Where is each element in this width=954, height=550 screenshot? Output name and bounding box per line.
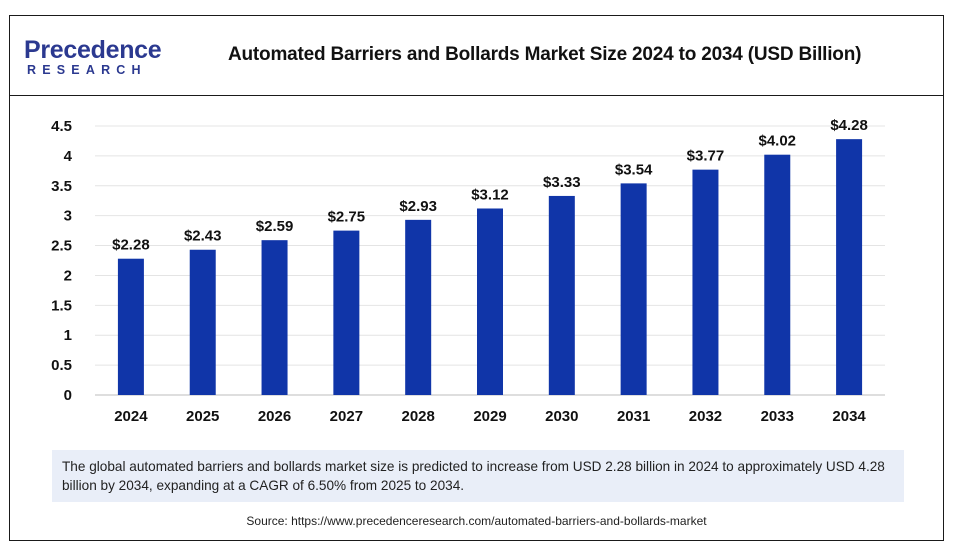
precedence-research-logo: Precedence RESEARCH — [24, 36, 174, 80]
x-tick-label: 2031 — [617, 408, 650, 425]
header: Precedence RESEARCH Automated Barriers a… — [10, 16, 943, 96]
x-tick-label: 2026 — [258, 408, 291, 425]
data-label: $2.75 — [328, 209, 366, 226]
data-label: $2.28 — [112, 237, 150, 254]
data-label: $3.77 — [687, 148, 725, 165]
bar — [548, 195, 575, 395]
y-tick-label: 0.5 — [51, 357, 72, 374]
y-tick-label: 4.5 — [51, 118, 72, 135]
chart-frame: Precedence RESEARCH Automated Barriers a… — [9, 15, 944, 541]
bar — [333, 230, 360, 395]
x-tick-label: 2028 — [401, 408, 434, 425]
bar — [692, 169, 719, 395]
y-tick-label: 0 — [64, 387, 72, 404]
data-label: $4.02 — [758, 133, 796, 150]
x-tick-label: 2034 — [832, 408, 866, 425]
x-tick-label: 2030 — [545, 408, 578, 425]
y-tick-label: 1 — [64, 327, 72, 344]
x-tick-label: 2025 — [186, 408, 219, 425]
bar — [836, 139, 863, 395]
source-note: Source: https://www.precedenceresearch.c… — [246, 514, 707, 528]
data-label: $4.28 — [830, 117, 868, 134]
x-tick-label: 2029 — [473, 408, 506, 425]
y-tick-label: 3.5 — [51, 178, 72, 195]
x-tick-label: 2027 — [330, 408, 363, 425]
data-label: $3.54 — [615, 161, 653, 178]
bar — [477, 208, 503, 395]
x-tick-label: 2032 — [689, 408, 722, 425]
summary-box: The global automated barriers and bollar… — [52, 450, 904, 502]
y-tick-label: 4 — [64, 148, 73, 165]
bar — [764, 154, 791, 395]
data-label: $2.43 — [184, 228, 222, 245]
y-tick-label: 2 — [64, 267, 72, 284]
data-label: $3.12 — [471, 186, 509, 203]
x-tick-label: 2033 — [761, 408, 794, 425]
bar — [117, 258, 144, 395]
bar — [261, 240, 288, 395]
logo-main-text: Precedence — [24, 36, 162, 64]
bar — [189, 249, 216, 395]
y-tick-label: 3 — [64, 208, 72, 225]
y-tick-label: 2.5 — [51, 238, 72, 255]
data-label: $3.33 — [543, 174, 581, 191]
chart-title: Automated Barriers and Bollards Market S… — [228, 44, 862, 65]
data-label: $2.59 — [256, 218, 294, 235]
y-tick-label: 1.5 — [51, 297, 72, 314]
data-label: $2.93 — [399, 198, 437, 215]
logo-sub-text: RESEARCH — [27, 63, 147, 77]
x-tick-label: 2024 — [114, 408, 148, 425]
bar — [405, 219, 432, 395]
bar-chart: 0 0.5 1 1.5 2 2.5 3 3.5 4 4.5 $2.28 2024 $2.43 2025 $2… — [51, 117, 885, 425]
bar — [620, 183, 647, 395]
